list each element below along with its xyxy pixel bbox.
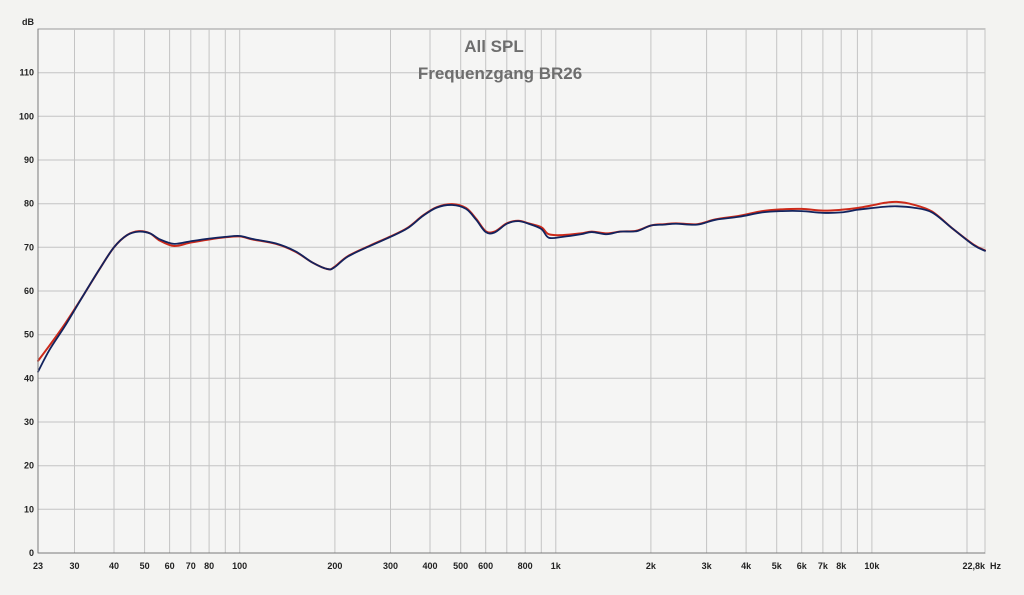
- x-tick-label: 300: [383, 561, 398, 571]
- y-tick-label: 70: [24, 242, 34, 252]
- x-tick-label: 5k: [772, 561, 783, 571]
- x-tick-label: 2k: [646, 561, 657, 571]
- x-tick-label: 3k: [702, 561, 713, 571]
- x-tick-label: 50: [140, 561, 150, 571]
- y-tick-label: 100: [19, 111, 34, 121]
- y-tick-label: 60: [24, 286, 34, 296]
- x-tick-label: 800: [518, 561, 533, 571]
- x-tick-label: 600: [478, 561, 493, 571]
- x-tick-label: 6k: [797, 561, 808, 571]
- y-tick-label: 50: [24, 330, 34, 340]
- y-tick-label: 80: [24, 199, 34, 209]
- x-tick-label: 4k: [741, 561, 752, 571]
- x-tick-label: 8k: [836, 561, 847, 571]
- y-tick-label: 90: [24, 155, 34, 165]
- x-tick-label: 23: [33, 561, 43, 571]
- y-tick-labels: 0 10 20 30 40 50 60 70 80 90 100 110: [19, 68, 34, 558]
- series-layer: [37, 200, 986, 373]
- x-tick-label: 30: [69, 561, 79, 571]
- series-line-navy: [37, 204, 986, 373]
- x-tick-label: 100: [232, 561, 247, 571]
- x-tick-label: 7k: [818, 561, 829, 571]
- x-tick-label: 70: [186, 561, 196, 571]
- x-tick-labels: 23 30 40 50 60 70 80 100 200 300 400 500 600 800 1k 2k 3…: [33, 561, 986, 571]
- y-tick-label: 40: [24, 373, 34, 383]
- y-axis-unit-label: dB: [22, 17, 34, 27]
- x-axis-unit-label: Hz: [990, 561, 1001, 571]
- y-tick-label: 20: [24, 461, 34, 471]
- x-tick-label: 60: [165, 561, 175, 571]
- x-tick-label: 22,8k: [962, 561, 986, 571]
- x-tick-label: 40: [109, 561, 119, 571]
- x-tick-label: 500: [453, 561, 468, 571]
- y-tick-label: 110: [19, 68, 34, 78]
- chart-title: All SPL: [464, 37, 524, 56]
- x-tick-label: 400: [422, 561, 437, 571]
- x-tick-label: 10k: [864, 561, 880, 571]
- x-tick-label: 80: [204, 561, 214, 571]
- x-tick-label: 200: [327, 561, 342, 571]
- chart-subtitle: Frequenzgang BR26: [418, 64, 582, 83]
- x-tick-label: 1k: [551, 561, 562, 571]
- y-tick-label: 0: [29, 548, 34, 558]
- y-tick-label: 10: [24, 504, 34, 514]
- y-tick-label: 30: [24, 417, 34, 427]
